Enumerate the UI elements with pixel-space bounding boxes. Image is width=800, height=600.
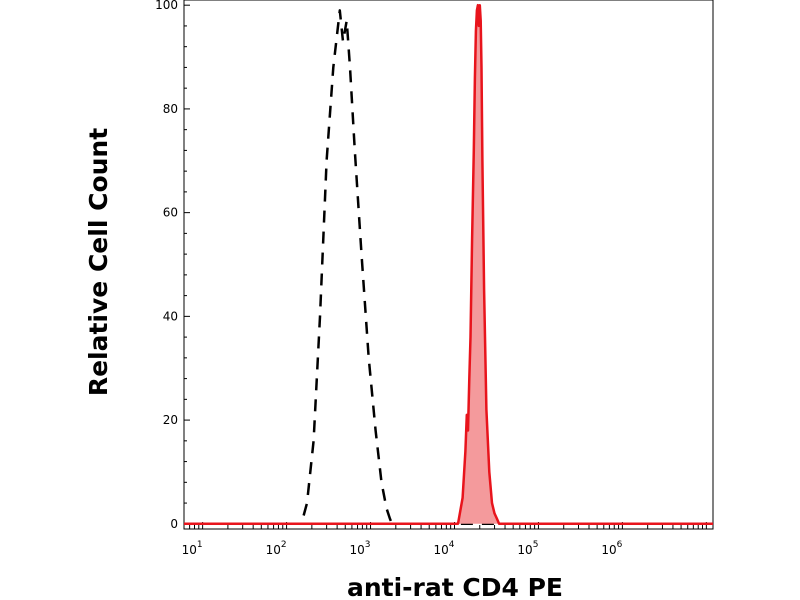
x-axis-title: anti-rat CD4 PE — [347, 573, 563, 600]
y-tick-label: 20 — [163, 413, 178, 427]
filled-histogram-outline — [184, 3, 713, 526]
y-tick-label: 60 — [163, 206, 178, 220]
dashed-histogram-line — [184, 9, 713, 526]
series-layer — [184, 3, 713, 526]
plot-frame — [183, 0, 714, 530]
y-tick-label: 80 — [163, 102, 178, 116]
x-tick-label: 102 — [266, 540, 287, 557]
x-tick-label: 104 — [433, 540, 454, 557]
x-tick-label: 106 — [601, 540, 622, 557]
x-tick-label: 103 — [350, 540, 371, 557]
y-tick-label: 40 — [163, 309, 178, 323]
x-axis-ticks: 101 102 103 104 105 106 — [182, 522, 707, 557]
y-tick-label: 0 — [170, 517, 178, 531]
filled-histogram-area — [184, 5, 713, 524]
y-tick-label: 100 — [155, 0, 178, 12]
x-tick-label: 105 — [517, 540, 538, 557]
y-axis-ticks: 0 20 40 60 80 100 — [155, 0, 190, 531]
y-axis-title: Relative Cell Count — [84, 128, 113, 396]
x-tick-label: 101 — [182, 540, 203, 557]
